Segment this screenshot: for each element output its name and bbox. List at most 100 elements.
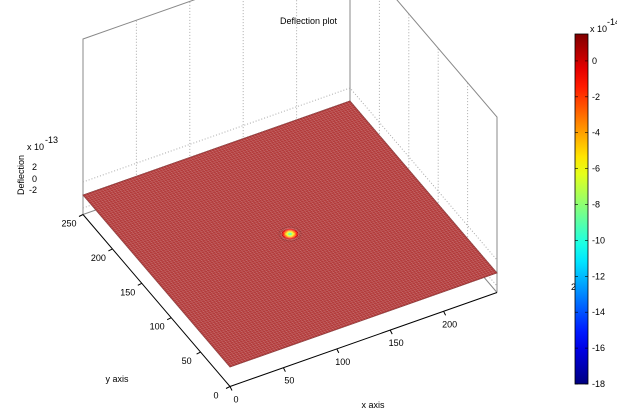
colorbar-tick-label: -8: [592, 200, 600, 210]
mesh-line-x: [283, 124, 431, 297]
mesh-line-y: [190, 226, 458, 321]
mesh-line-y: [201, 240, 470, 335]
mesh-line-x: [181, 160, 329, 333]
mesh-line-x: [325, 109, 474, 282]
mesh-line-x: [122, 180, 271, 354]
mesh-line-x: [261, 131, 410, 305]
mesh-line-y: [184, 219, 452, 314]
mesh-line-x: [136, 176, 284, 349]
x-tick-label: 100: [335, 357, 350, 367]
y-tick-mark: [78, 214, 84, 217]
mesh-line-x: [251, 135, 399, 308]
x-tick-mark: [443, 311, 447, 316]
mesh-line-y: [113, 136, 381, 232]
mesh-line-x: [299, 118, 447, 292]
z-tick-label: 0: [32, 174, 37, 184]
x-axis-line: [229, 292, 498, 387]
y-tick-mark: [225, 386, 231, 389]
x-tick-label: 0: [233, 395, 238, 405]
mesh-line-y: [144, 173, 412, 268]
mesh-line-y: [197, 234, 465, 330]
mesh-line-y: [178, 212, 446, 308]
chart-title: Deflection plot: [279, 16, 338, 26]
mesh-line-x: [109, 185, 257, 358]
mesh-line-y: [160, 191, 428, 287]
mesh-line-x: [205, 151, 354, 324]
colorbar-tick-label: 0: [592, 56, 597, 66]
x-tick-label: 150: [389, 338, 404, 348]
mesh-line-x: [224, 145, 372, 318]
mesh-line-y: [191, 228, 459, 323]
mesh-line-y: [102, 123, 370, 218]
mesh-line-y: [137, 164, 405, 259]
mesh-line-y: [200, 238, 468, 333]
colorbar-tick-label: -18: [592, 379, 605, 389]
mesh-line-x: [248, 136, 396, 309]
mesh-line-x: [344, 102, 492, 276]
mesh-line-y: [132, 159, 401, 254]
mesh-line-x: [317, 112, 466, 285]
mesh-line-x: [349, 100, 498, 274]
mesh-line-x: [280, 125, 428, 298]
mesh-line-x: [253, 134, 402, 308]
mesh-line-y: [124, 148, 392, 244]
mesh-line-x: [189, 157, 337, 330]
mesh-line-y: [179, 214, 448, 309]
mesh-line-x: [106, 186, 255, 359]
mesh-line-x: [90, 192, 239, 365]
mesh-line-y: [93, 112, 361, 208]
mesh-line-y: [218, 259, 486, 354]
colorbar-tick-label: -2: [592, 92, 600, 102]
mesh-line-y: [165, 197, 433, 292]
mesh-line-y: [224, 265, 492, 361]
mesh-line-y: [187, 222, 455, 318]
mesh-line-y: [149, 178, 417, 273]
colorbar-tick-label: -16: [592, 343, 605, 353]
mesh-line-y: [150, 179, 418, 275]
mesh-line-x: [93, 191, 241, 364]
mesh-line-y: [210, 250, 478, 345]
mesh-line-y: [110, 133, 379, 228]
mesh-line-y: [221, 262, 489, 357]
mesh-line-y: [115, 138, 383, 234]
mesh-line-x: [176, 161, 324, 335]
mesh-line-y: [172, 205, 440, 301]
mesh-line-x: [232, 142, 380, 315]
mesh-line-x: [347, 101, 495, 275]
z-axis-label: Deflection: [16, 155, 26, 195]
y-tick-mark: [137, 282, 143, 286]
mesh-line-x: [125, 179, 273, 353]
mesh-line-y: [100, 121, 368, 216]
mesh-line-y: [196, 233, 464, 328]
mesh-line-y: [147, 176, 415, 271]
mesh-line-x: [208, 150, 356, 323]
mesh-line-y: [175, 209, 443, 304]
mesh-line-x: [240, 139, 388, 312]
mesh-line-x: [186, 158, 335, 331]
mesh-line-y: [104, 126, 373, 222]
mesh-line-y: [209, 248, 477, 344]
mesh-line-x: [267, 129, 415, 303]
mesh-line-x: [162, 166, 311, 339]
mesh-line-y: [207, 246, 476, 342]
mesh-line-x: [173, 162, 321, 336]
mesh-line-x: [82, 194, 231, 368]
mesh-line-y: [168, 200, 436, 295]
mesh-line-y: [166, 198, 434, 294]
x-tick-label: 50: [284, 376, 294, 386]
mesh-line-y: [121, 145, 389, 240]
mesh-line-x: [192, 156, 340, 329]
back-wall-outline: [82, 0, 498, 293]
mesh-line-x: [88, 192, 236, 366]
mesh-line-x: [154, 169, 303, 342]
mesh-line-y: [134, 160, 402, 256]
mesh-line-y: [140, 167, 408, 263]
mesh-line-y: [213, 253, 481, 349]
mesh-line-x: [256, 133, 404, 307]
x-tick-mark: [389, 329, 393, 335]
mesh-line-x: [285, 123, 434, 296]
mesh-line-x: [320, 111, 468, 284]
mesh-line-y: [146, 174, 414, 270]
y-tick-label: 50: [182, 356, 192, 366]
